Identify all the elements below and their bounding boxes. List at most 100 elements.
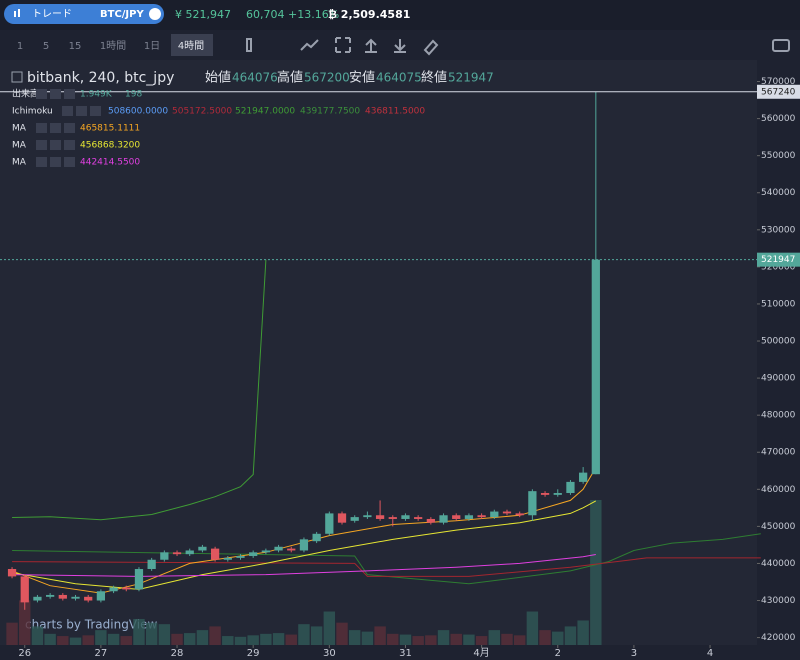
volume-bar	[310, 626, 323, 645]
legend-value: 465815.1111	[80, 124, 140, 134]
volume-bar	[361, 631, 374, 645]
x-tick-label: 2	[555, 648, 561, 659]
volume-bar	[247, 635, 259, 645]
legend-button[interactable]	[36, 140, 47, 150]
ohlc-value: 521947	[448, 71, 494, 85]
interval[interactable]: 1時間	[100, 40, 126, 52]
legend-value: 442414.5500	[80, 158, 140, 168]
legend-value: 456868.3200	[80, 141, 140, 151]
interval[interactable]: 5	[43, 41, 49, 52]
candle-icon[interactable]	[246, 38, 252, 52]
candle-body	[363, 515, 372, 518]
pair[interactable]: BTC/JPY	[100, 9, 144, 20]
candle-body	[20, 576, 29, 603]
y-tick-label: 510000	[761, 299, 796, 309]
volume-bar	[95, 630, 107, 645]
x-tick-label: 4	[707, 648, 713, 659]
volume-bar	[272, 633, 285, 645]
legend-name: MA	[12, 141, 27, 151]
y-tick-label: 570000	[761, 77, 796, 87]
ohlc-label: 始値	[205, 70, 231, 86]
legend-button[interactable]	[50, 89, 61, 99]
legend-button[interactable]	[64, 157, 75, 167]
mode: トレード	[32, 9, 72, 20]
candle-body	[33, 596, 42, 601]
chart-title: bitbank, 240, btc_jpy	[27, 70, 174, 86]
volume-bar	[133, 618, 145, 645]
legend-button[interactable]	[62, 106, 73, 116]
collapse[interactable]	[11, 71, 23, 83]
upload-icon[interactable]	[365, 38, 377, 53]
eraser-icon[interactable]	[423, 39, 439, 56]
volume-bar	[285, 634, 297, 645]
interval[interactable]: 4時間	[178, 40, 204, 52]
candle-body	[210, 548, 220, 560]
y-tick-label: 530000	[761, 225, 796, 235]
legend-value: 1.949K	[80, 90, 113, 100]
indicator-line	[12, 259, 267, 521]
volume-bar	[145, 622, 158, 645]
indicator-icon[interactable]	[300, 39, 319, 51]
candle-body	[261, 550, 270, 553]
mode-button[interactable]	[4, 4, 164, 24]
interval[interactable]: 1日	[144, 41, 160, 52]
indicator-line	[12, 554, 596, 577]
ohlc-label: 安値	[349, 70, 375, 86]
y-tick-label: 420000	[761, 633, 796, 643]
candle-body	[452, 515, 461, 519]
candle-body	[46, 594, 55, 597]
volume-bar	[57, 636, 69, 645]
volume-bar	[31, 626, 44, 645]
legend-button[interactable]	[50, 123, 61, 133]
candle-body	[160, 552, 169, 560]
legend-button[interactable]	[64, 123, 75, 133]
camera-icon[interactable]	[772, 39, 790, 52]
volume-bar	[437, 630, 450, 645]
legend-button[interactable]	[64, 140, 75, 150]
volume-bar	[425, 635, 437, 645]
price-axis	[757, 60, 800, 660]
legend-button[interactable]	[36, 123, 47, 133]
volume-bar	[298, 624, 310, 645]
y-tick-label: 480000	[761, 411, 796, 421]
legend-button[interactable]	[76, 106, 87, 116]
legend-button[interactable]	[36, 157, 47, 167]
candle-body	[147, 559, 156, 570]
volume-bar	[348, 630, 361, 645]
candle-body	[287, 548, 296, 551]
legend-value: 521947.0000	[235, 107, 295, 117]
legend-name: Ichimoku	[12, 107, 53, 117]
y-tick-label: 540000	[761, 188, 796, 198]
volume-bar	[387, 633, 399, 645]
fullscreen-icon[interactable]	[335, 37, 351, 53]
change: 60,704 +13.16%	[246, 8, 339, 21]
volume-bar	[6, 622, 18, 645]
legend-button[interactable]	[50, 140, 61, 150]
volume-bar	[158, 624, 171, 645]
volume-bar	[399, 634, 412, 645]
candle-body	[172, 552, 182, 555]
candle-body	[7, 569, 17, 577]
volume-bar	[260, 633, 272, 645]
y-tick-label: 470000	[761, 448, 796, 458]
last-price-label: 521947	[761, 255, 795, 265]
candle-body	[540, 493, 550, 495]
volume-bar	[374, 626, 386, 645]
crosshair-box	[757, 84, 800, 99]
x-tick-label: 3	[631, 648, 637, 659]
legend-button[interactable]	[90, 106, 101, 116]
legend-value: 505172.5000	[172, 107, 232, 117]
crosshair-label: 567240	[761, 87, 796, 97]
legend-button[interactable]	[64, 89, 75, 99]
volume-bar	[590, 500, 602, 645]
x-tick-label: 26	[18, 648, 31, 659]
legend-button[interactable]	[50, 157, 61, 167]
interval[interactable]: 1	[17, 41, 23, 52]
interval[interactable]: 15	[69, 41, 82, 52]
candle-body	[579, 472, 588, 482]
legend-button[interactable]	[36, 89, 47, 99]
legend-value: 508600.0000	[108, 107, 168, 117]
dropdown[interactable]	[149, 8, 161, 20]
download-icon[interactable]	[394, 39, 406, 53]
ohlc-value: 464076	[232, 71, 278, 85]
